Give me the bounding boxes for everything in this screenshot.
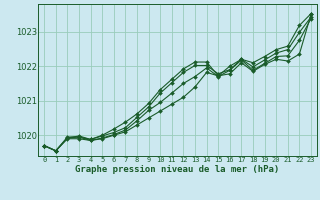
X-axis label: Graphe pression niveau de la mer (hPa): Graphe pression niveau de la mer (hPa)	[76, 165, 280, 174]
